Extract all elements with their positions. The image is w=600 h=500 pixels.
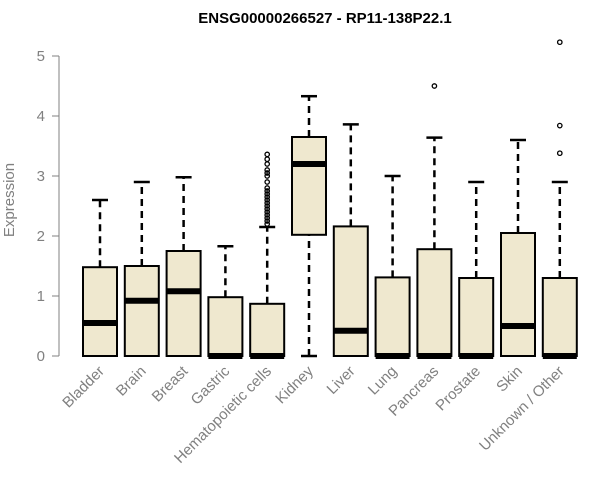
x-tick-label: Lung [365,363,401,399]
y-axis-label: Expression [1,163,18,237]
box-group [416,83,453,359]
box-group [291,94,327,358]
box-group [541,39,578,359]
outlier-point [264,203,271,209]
outlier-point [264,209,271,215]
box-group [123,180,160,357]
box-body [291,136,327,236]
boxes [82,39,578,359]
box-body [332,225,369,357]
outlier-point [264,206,271,212]
outlier-point [264,173,271,179]
box-body [165,250,202,357]
y-axis: 0 1 2 3 4 5 [37,48,60,365]
outlier-point [264,221,271,227]
box-group [500,138,536,357]
outlier-point [431,83,438,89]
box-group [458,180,495,359]
box-body [458,277,495,357]
box-group [82,198,118,358]
x-tick-label: Kidney [272,362,317,407]
y-tick-label: 5 [37,48,45,65]
outlier-point [264,194,271,200]
box-group [207,244,244,359]
chart-title: ENSG00000266527 - RP11-138P22.1 [198,10,452,27]
x-tick-label: Breast [149,362,192,405]
y-tick-label: 0 [37,348,45,365]
box-group [332,123,369,357]
outlier-point [264,215,271,221]
box-body [207,296,244,358]
box-group [249,151,286,359]
y-tick-label: 4 [37,108,45,125]
box-group [165,175,202,357]
box-body [82,266,118,358]
outlier-point [556,150,563,157]
y-tick-label: 2 [37,228,45,245]
outlier-point [264,156,271,163]
y-tick-label: 1 [37,288,45,305]
outlier-point [264,212,271,218]
outlier-point [264,179,271,185]
outlier-point [264,191,271,197]
box-group [374,174,411,359]
box-body [416,248,453,357]
box-body [374,276,411,357]
outlier-point [556,39,563,46]
outlier-point [264,167,271,173]
x-tick-label: Bladder [59,363,108,412]
x-tick-label: Brain [113,363,150,400]
box-body [541,277,578,357]
outlier-point [264,218,271,224]
box-body [500,232,536,357]
outlier-point [264,151,271,158]
y-tick-label: 3 [37,168,45,185]
outlier-point [264,161,271,167]
box-body [249,302,286,357]
outlier-point [264,200,271,206]
outlier-point [264,185,271,191]
x-tick-label: Liver [324,363,359,398]
outlier-point [264,188,271,194]
box-body [123,265,160,357]
outlier-point [264,197,271,203]
x-tick-label: Prostate [432,363,484,415]
outlier-point [556,122,563,129]
x-tick-label: Skin [493,363,526,396]
outlier-point [264,170,271,176]
